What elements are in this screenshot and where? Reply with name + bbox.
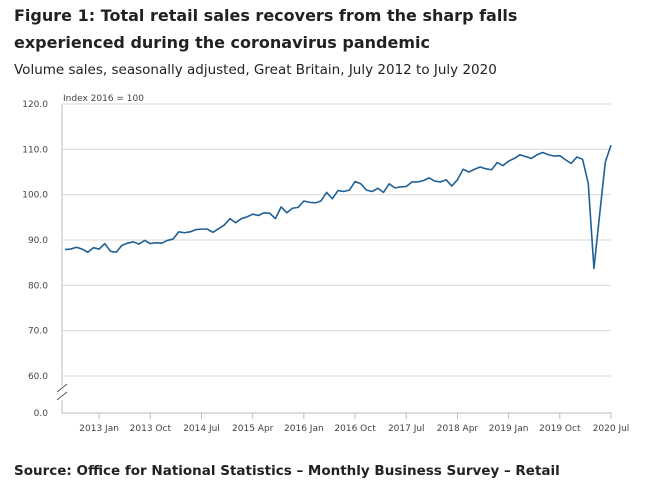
series-line-total-retail-sales	[64, 144, 612, 270]
chart-subtitle: Volume sales, seasonally adjusted, Great…	[14, 62, 497, 78]
y-tick-label: 0.0	[34, 409, 49, 419]
source-note: Source: Office for National Statistics –…	[14, 463, 560, 479]
x-tick-label: 2020 Jul	[593, 424, 630, 434]
gridlines	[62, 103, 611, 414]
x-axis: 2013 Jan 2013 Oct 2014 Jul 2015 Apr 2016 Jan…	[79, 413, 629, 434]
line-chart: 0.0 60.0 70.0 80.0 90.0 100.0 110.0 120.0 2013 …	[22, 94, 629, 434]
chart-title: Figure 1: Total retail sales recovers fr…	[14, 6, 518, 52]
x-tick-label: 2014 Jul	[183, 424, 220, 434]
y-tick-label: 60.0	[28, 372, 48, 382]
y-axis: 0.0 60.0 70.0 80.0 90.0 100.0 110.0 120.0	[22, 100, 68, 419]
x-tick-label: 2019 Jan	[489, 424, 529, 434]
y-tick-label: 120.0	[22, 100, 48, 110]
x-tick-label: 2015 Apr	[232, 424, 274, 434]
x-tick-label: 2013 Oct	[130, 424, 172, 434]
y-tick-label: 70.0	[28, 327, 48, 337]
series-layer	[64, 144, 612, 270]
y-tick-label: 100.0	[22, 191, 48, 201]
x-tick-label: 2017 Jul	[388, 424, 425, 434]
y-tick-label: 110.0	[22, 145, 48, 155]
x-tick-label: 2016 Jan	[284, 424, 324, 434]
y-tick-label: 90.0	[28, 236, 48, 246]
x-tick-label: 2013 Jan	[79, 424, 119, 434]
x-tick-label: 2016 Oct	[334, 424, 376, 434]
x-tick-label: 2019 Oct	[539, 424, 581, 434]
y-axis-label: Index 2016 = 100	[63, 94, 144, 104]
x-tick-label: 2018 Apr	[437, 424, 479, 434]
y-tick-label: 80.0	[28, 281, 48, 291]
axis-break-marker	[56, 383, 68, 401]
